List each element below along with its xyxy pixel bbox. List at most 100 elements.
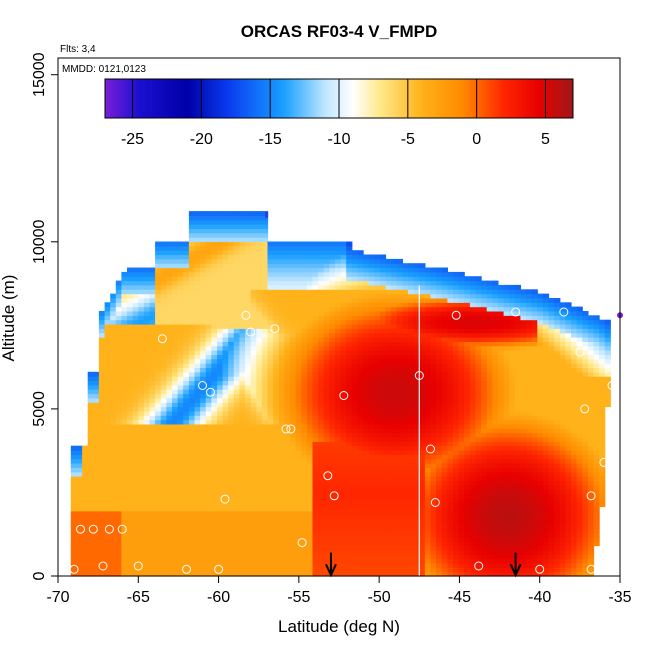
heatmap-cell — [402, 489, 409, 494]
heatmap-cell — [391, 258, 398, 264]
heatmap-cell — [357, 423, 364, 429]
heatmap-cell — [155, 302, 162, 308]
heatmap-cell — [391, 458, 398, 464]
heatmap-cell — [391, 376, 398, 382]
heatmap-cell — [267, 324, 274, 329]
heatmap-cell — [233, 267, 240, 273]
heatmap-cell — [295, 545, 302, 551]
heatmap-cell — [217, 480, 224, 486]
heatmap-cell — [261, 224, 269, 229]
heatmap-cell — [222, 367, 229, 373]
heatmap-cell — [143, 523, 151, 529]
heatmap-cell — [368, 254, 375, 260]
heatmap-cell — [346, 428, 353, 434]
heatmap-cell — [295, 567, 302, 573]
heatmap-cell — [267, 428, 274, 434]
heatmap-cell — [200, 341, 207, 347]
heatmap-cell — [284, 280, 291, 286]
heatmap-cell — [318, 519, 325, 525]
heatmap-cell — [228, 402, 235, 408]
heatmap-cell — [278, 515, 285, 521]
heatmap-cell — [306, 432, 314, 438]
heatmap-cell — [217, 502, 224, 507]
heatmap-cell — [127, 354, 134, 360]
heatmap-cell — [318, 541, 325, 547]
heatmap-cell — [424, 337, 432, 342]
heatmap-cell — [436, 489, 443, 494]
heatmap-cell — [312, 489, 319, 494]
heatmap-cell — [93, 406, 100, 412]
heatmap-cell — [200, 571, 207, 577]
heatmap-cell — [391, 528, 398, 534]
heatmap-cell — [402, 476, 409, 481]
heatmap-cell — [138, 476, 145, 481]
heatmap-cell — [149, 345, 156, 351]
heatmap-cell — [413, 502, 420, 507]
heatmap-cell — [323, 476, 330, 481]
heatmap-cell — [424, 563, 432, 568]
heatmap-cell — [363, 341, 370, 347]
heatmap-cell — [177, 337, 184, 342]
heatmap-cell — [374, 519, 381, 525]
heatmap-cell — [104, 454, 111, 460]
heatmap-cell — [323, 380, 330, 386]
heatmap-cell — [70, 571, 77, 577]
heatmap-cell — [284, 515, 291, 521]
heatmap-cell — [138, 428, 145, 434]
heatmap-cell — [188, 267, 196, 273]
heatmap-cell — [233, 245, 240, 251]
heatmap-cell — [323, 489, 330, 494]
heatmap-cell — [149, 563, 156, 568]
heatmap-cell — [222, 406, 229, 412]
heatmap-cell — [205, 319, 212, 325]
heatmap-cell — [391, 441, 398, 447]
heatmap-cell — [436, 410, 443, 416]
heatmap-cell — [115, 450, 122, 455]
heatmap-cell — [127, 510, 134, 516]
heatmap-cell — [115, 437, 122, 442]
heatmap-cell — [143, 389, 151, 395]
heatmap-cell — [385, 298, 392, 303]
heatmap-cell — [205, 332, 212, 338]
heatmap-cell — [93, 506, 100, 512]
heatmap-cell — [200, 567, 207, 573]
heatmap-cell — [233, 502, 240, 507]
heatmap-cell — [121, 380, 128, 386]
heatmap-cell — [306, 528, 314, 534]
heatmap-cell — [391, 306, 398, 312]
heatmap-cell — [295, 337, 302, 342]
heatmap-cell — [256, 237, 263, 242]
heatmap-cell — [98, 536, 106, 542]
heatmap-cell — [110, 428, 117, 434]
heatmap-cell — [284, 463, 291, 468]
heatmap-cell — [132, 541, 139, 547]
heatmap-cell — [222, 515, 229, 521]
heatmap-cell — [374, 276, 381, 282]
heatmap-cell — [149, 441, 156, 447]
heatmap-cell — [239, 371, 246, 377]
heatmap-cell — [346, 306, 353, 312]
heatmap-cell — [172, 541, 179, 547]
heatmap-cell — [357, 502, 364, 507]
heatmap-cell — [143, 311, 151, 316]
heatmap-cell — [160, 454, 167, 460]
heatmap-cell — [312, 471, 319, 477]
heatmap-cell — [408, 567, 415, 573]
heatmap-cell — [430, 437, 437, 442]
heatmap-cell — [351, 337, 358, 342]
heatmap-cell — [228, 237, 235, 242]
heatmap-cell — [188, 510, 196, 516]
heatmap-cell — [357, 280, 364, 286]
heatmap-cell — [172, 363, 179, 368]
heatmap-cell — [239, 471, 246, 477]
heatmap-cell — [256, 571, 263, 577]
heatmap-cell — [82, 463, 89, 468]
heatmap-cell — [143, 367, 151, 373]
heatmap-cell — [233, 289, 240, 295]
heatmap-cell — [318, 245, 325, 251]
heatmap-cell — [408, 454, 415, 460]
heatmap-cell — [424, 402, 432, 408]
heatmap-cell — [121, 515, 128, 521]
heatmap-cell — [447, 415, 454, 421]
heatmap-cell — [211, 232, 218, 238]
